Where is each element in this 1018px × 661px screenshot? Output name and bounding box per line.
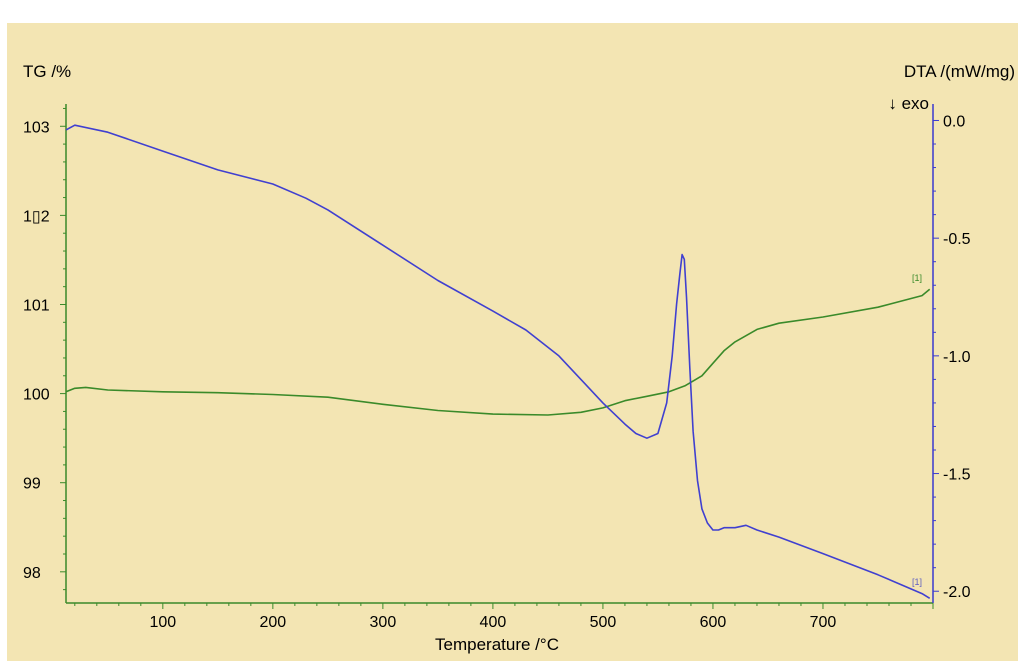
series-tag-tg: [1]: [912, 273, 922, 283]
chart-background: [7, 23, 1018, 661]
x-tick-label: 500: [590, 614, 617, 631]
x-tick-label: 600: [700, 614, 727, 631]
y-right-tick-label: -1.0: [943, 349, 971, 366]
series-tag-dta: [1]: [912, 577, 922, 587]
y-right-tick-label: -0.5: [943, 231, 971, 248]
x-tick-label: 300: [370, 614, 397, 631]
y-right-tick-label: 0.0: [943, 113, 965, 130]
tg-curve: [65, 288, 931, 416]
tick-labels: 100 200 300 400 500 600 700 98 99 100 101 1▯2 103 0.0…: [23, 113, 971, 631]
axes: [60, 104, 939, 609]
series-group: [65, 124, 931, 599]
y-left-tick-label: 100: [23, 387, 50, 404]
y-right-tick-label: -2.0: [943, 584, 971, 601]
y-left-tick-label: 101: [23, 297, 50, 314]
x-tick-label: 700: [810, 614, 837, 631]
y-left-tick-label: 99: [23, 476, 41, 493]
y-right-tick-label: -1.5: [943, 467, 971, 484]
x-tick-label: 400: [480, 614, 507, 631]
y-right-label: DTA /(mW/mg): [904, 62, 1015, 81]
y-left-tick-label: 98: [23, 565, 41, 582]
x-tick-label: 200: [259, 614, 286, 631]
y-left-tick-label: 103: [23, 119, 50, 136]
x-tick-label: 100: [149, 614, 176, 631]
exo-note: ↓ exo: [888, 94, 929, 113]
y-left-tick-label: 1▯2: [23, 208, 50, 225]
dta-curve: [65, 124, 931, 599]
x-axis-label: Temperature /°C: [435, 635, 559, 654]
y-left-label: TG /%: [23, 62, 71, 81]
